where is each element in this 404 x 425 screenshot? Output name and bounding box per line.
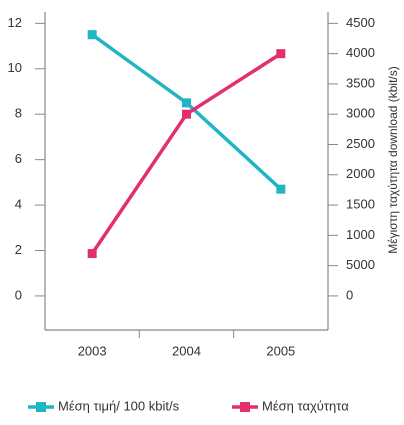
y2-tick-label: 2000 — [346, 166, 375, 181]
y-tick-label: 0 — [15, 287, 22, 302]
series-line — [90, 52, 282, 255]
y2-tick-label: 5000 — [346, 257, 375, 272]
legend-label: Μέση ταχύτητα — [262, 398, 349, 413]
y-tick-label: 4 — [15, 197, 22, 212]
y2-tick-label: 3500 — [346, 75, 375, 90]
y2-tick-label: 1500 — [346, 197, 375, 212]
y2-tick-label: 0 — [346, 287, 353, 302]
y2-axis-label: Μέγιστη ταχύτητα download (kbit/s) — [386, 66, 400, 254]
y2-tick-label: 3000 — [346, 106, 375, 121]
y-tick-label: 10 — [8, 60, 22, 75]
legend-marker — [36, 402, 46, 412]
y2-tick-label: 4000 — [346, 45, 375, 60]
y-tick-label: 6 — [15, 151, 22, 166]
point — [276, 184, 286, 194]
y2-tick-label: 4500 — [346, 15, 375, 30]
legend-marker — [240, 402, 250, 412]
point — [87, 30, 97, 40]
y-tick-label: 12 — [8, 15, 22, 30]
point — [182, 98, 191, 108]
point — [276, 49, 286, 59]
y-tick-label: 8 — [15, 106, 22, 121]
point — [182, 109, 191, 119]
point — [87, 249, 97, 259]
y2-tick-label: 1000 — [346, 227, 375, 242]
y2-tick-label: 2500 — [346, 136, 375, 151]
legend-label: Μέση τιμή/ 100 kbit/s — [58, 398, 180, 413]
x-tick-label: 2005 — [266, 343, 295, 358]
x-tick-label: 2004 — [172, 343, 201, 358]
y-tick-label: 2 — [15, 242, 22, 257]
x-tick-label: 2003 — [78, 343, 107, 358]
